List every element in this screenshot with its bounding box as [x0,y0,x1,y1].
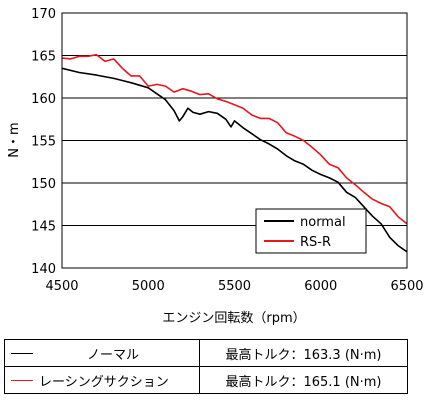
row-value-normal: 最高トルク：163.3 (N·m) [199,339,408,367]
table-row: レーシングサクション 最高トルク：165.1 (N·m) [4,366,408,394]
x-tick-6000: 6000 [304,279,337,294]
x-axis-title: エンジン回転数（rpm） [162,311,305,326]
grid-lines [62,55,407,226]
y-tick-150: 150 [31,177,56,192]
series-line-normal [61,67,408,253]
table-row: ノーマル 最高トルク：163.3 (N·m) [4,339,408,367]
legend-box [255,208,367,254]
y-tick-160: 160 [31,92,56,107]
x-tick-4500: 4500 [45,279,78,294]
plot-area-frame [61,12,408,269]
row-label-text: レーシングサクション [39,374,169,390]
black-line-icon [11,352,33,354]
red-line-icon [11,379,33,381]
legend-label-normal: normal [300,215,346,230]
y-tick-145: 145 [31,220,56,235]
row-value-racing-suction: 最高トルク：165.1 (N·m) [199,366,408,394]
max-torque-table: ノーマル 最高トルク：163.3 (N·m) レーシングサクション 最高トルク：… [4,339,408,394]
row-label-text: ノーマル [87,347,140,363]
y-tick-155: 155 [31,135,56,150]
torque-chart: 140 145 150 155 160 165 170 4500 5000 5500 6000 65… [7,7,424,326]
y-tick-170: 170 [31,7,56,22]
row-label-racing-suction: レーシングサクション [4,366,200,394]
y-tick-165: 165 [31,50,56,65]
x-tick-5500: 5500 [218,279,251,294]
y-axis-title: N・m [7,122,22,157]
x-tick-6500: 6500 [390,279,423,294]
x-tick-5000: 5000 [132,279,165,294]
y-tick-140: 140 [31,262,56,277]
x-tick-labels: 4500 5000 5500 6000 6500 [45,279,423,294]
y-tick-labels: 140 145 150 155 160 165 170 [31,7,56,277]
row-label-normal: ノーマル [4,339,200,367]
legend: normal RS-R [255,208,367,254]
legend-label-rs-r: RS-R [300,235,331,250]
series-line-rs-r [61,53,408,225]
series-lines [61,53,408,253]
